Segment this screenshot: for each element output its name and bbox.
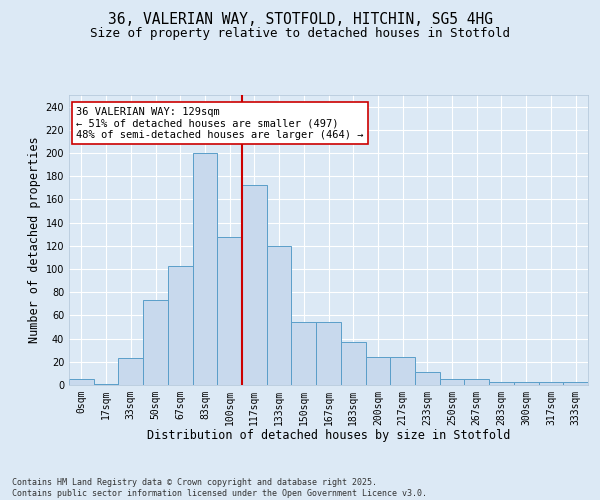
Bar — [415, 372, 440, 385]
Bar — [390, 357, 415, 385]
Bar — [193, 153, 217, 385]
Text: 36 VALERIAN WAY: 129sqm
← 51% of detached houses are smaller (497)
48% of semi-d: 36 VALERIAN WAY: 129sqm ← 51% of detache… — [76, 106, 364, 140]
Bar — [563, 382, 588, 385]
Bar — [267, 246, 292, 385]
Bar — [539, 382, 563, 385]
Bar — [316, 322, 341, 385]
Text: Contains HM Land Registry data © Crown copyright and database right 2025.
Contai: Contains HM Land Registry data © Crown c… — [12, 478, 427, 498]
Bar — [341, 342, 365, 385]
Bar — [118, 358, 143, 385]
Bar — [292, 322, 316, 385]
Bar — [69, 379, 94, 385]
Bar — [168, 266, 193, 385]
Bar — [242, 186, 267, 385]
X-axis label: Distribution of detached houses by size in Stotfold: Distribution of detached houses by size … — [147, 430, 510, 442]
Bar — [143, 300, 168, 385]
Y-axis label: Number of detached properties: Number of detached properties — [28, 136, 41, 344]
Bar — [217, 236, 242, 385]
Bar — [514, 382, 539, 385]
Bar — [365, 357, 390, 385]
Bar — [464, 379, 489, 385]
Text: 36, VALERIAN WAY, STOTFOLD, HITCHIN, SG5 4HG: 36, VALERIAN WAY, STOTFOLD, HITCHIN, SG5… — [107, 12, 493, 28]
Text: Size of property relative to detached houses in Stotfold: Size of property relative to detached ho… — [90, 28, 510, 40]
Bar — [440, 379, 464, 385]
Bar — [94, 384, 118, 385]
Bar — [489, 382, 514, 385]
